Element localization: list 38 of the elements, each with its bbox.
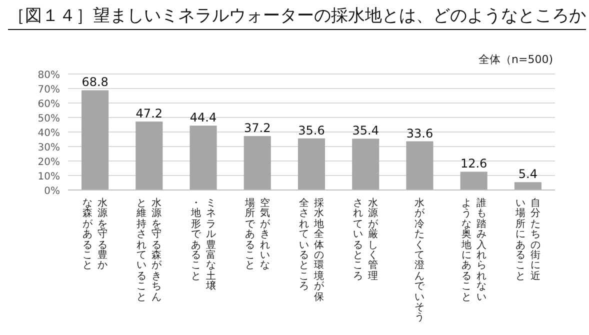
y-tick-label: 30% [38, 142, 60, 154]
y-tick-label: 40% [38, 128, 60, 139]
data-label: 37.2 [244, 121, 271, 136]
category-label: 採水地全体の環境が保全されているところ [299, 198, 324, 303]
data-label: 44.4 [190, 110, 217, 125]
data-label: 5.4 [518, 167, 538, 182]
data-label: 33.6 [406, 126, 434, 140]
y-tick-label: 20% [38, 157, 60, 168]
y-tick-label: 70% [38, 84, 60, 96]
bar [82, 90, 109, 190]
category-label: 自分たちの街に近い場所にあること [515, 198, 540, 282]
bar [406, 141, 434, 190]
y-tick-label: 10% [38, 172, 60, 182]
bar [136, 122, 163, 190]
category-label: 水源が厳しく管理されているところ [353, 198, 378, 282]
data-label: 12.6 [460, 156, 488, 171]
y-tick-label: 80% [38, 70, 60, 81]
bar [298, 138, 326, 190]
y-tick-label: 0% [44, 186, 60, 197]
text: 全体（n=500) [478, 52, 553, 67]
bar [352, 138, 380, 190]
data-label: 35.4 [352, 124, 379, 138]
bar [514, 182, 542, 190]
data-label: 47.2 [136, 106, 163, 121]
category-label: 水源を守る豊かな森があること [82, 198, 108, 272]
bar [190, 126, 217, 190]
y-tick-label: 60% [38, 99, 60, 110]
category-label: 誰も踏み入れられないような奥地にあること [461, 198, 486, 303]
category-label: 空気がきれいな場所であること [244, 198, 270, 272]
data-label: 68.8 [82, 75, 108, 90]
category-label: 水が冷たくて澄んでいそう [414, 198, 425, 324]
bar [460, 172, 488, 190]
y-tick-label: 50% [38, 114, 60, 124]
category-label: 水源を守る森がきちんと維持されていること [136, 198, 162, 303]
data-label: 35.6 [298, 123, 325, 138]
chart-title: ［図１４］望ましいミネラルウォーターの採水地とは、どのようなところか [8, 4, 586, 30]
category-label: ミネラル豊富な土壌・地形であること [190, 198, 216, 292]
bar [244, 136, 271, 190]
